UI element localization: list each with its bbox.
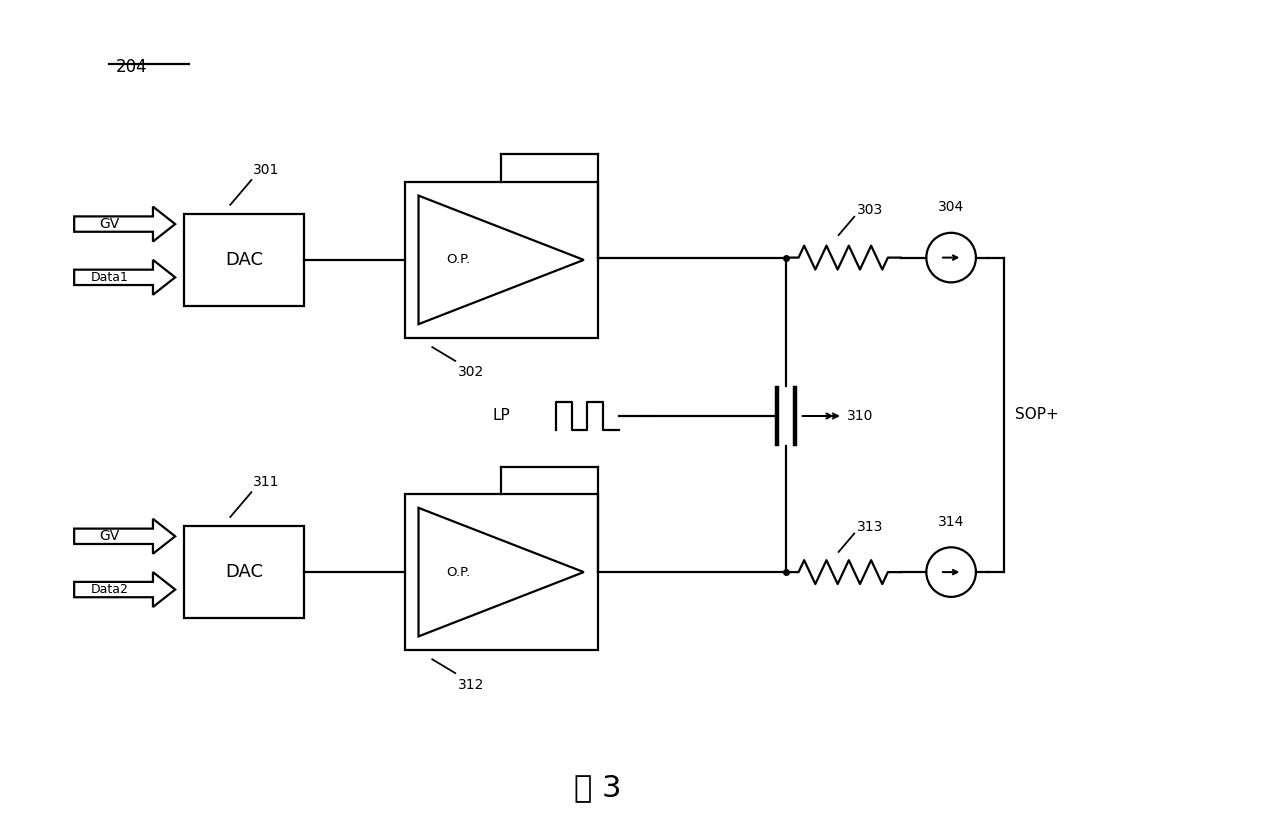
Polygon shape [75, 572, 175, 607]
Text: 204: 204 [116, 58, 147, 76]
Text: 310: 310 [847, 409, 874, 423]
Text: 图 3: 图 3 [574, 774, 622, 802]
Text: 302: 302 [458, 365, 484, 379]
Text: O.P.: O.P. [447, 254, 471, 266]
Polygon shape [418, 508, 584, 636]
Text: 314: 314 [938, 515, 964, 529]
Polygon shape [418, 196, 584, 324]
Text: LP: LP [493, 409, 511, 423]
Text: 311: 311 [254, 475, 279, 489]
Bar [184, 526, 304, 618]
Polygon shape [75, 260, 175, 295]
Bar [404, 182, 597, 338]
Text: DAC: DAC [225, 251, 263, 269]
Text: 312: 312 [458, 678, 484, 691]
Text: 313: 313 [857, 519, 883, 533]
Text: GV: GV [99, 217, 120, 231]
Text: Data2: Data2 [90, 583, 129, 596]
Text: GV: GV [99, 529, 120, 543]
Text: SOP+: SOP+ [1015, 408, 1059, 423]
Text: O.P.: O.P. [447, 566, 471, 578]
Text: 304: 304 [938, 201, 964, 215]
Polygon shape [75, 519, 175, 554]
Bar [404, 494, 597, 650]
Text: 301: 301 [254, 163, 279, 177]
Bar [184, 214, 304, 306]
Polygon shape [75, 206, 175, 241]
Circle shape [927, 547, 976, 597]
Text: DAC: DAC [225, 563, 263, 581]
Text: 303: 303 [857, 203, 883, 216]
Circle shape [927, 233, 976, 282]
Text: Data1: Data1 [90, 271, 129, 284]
